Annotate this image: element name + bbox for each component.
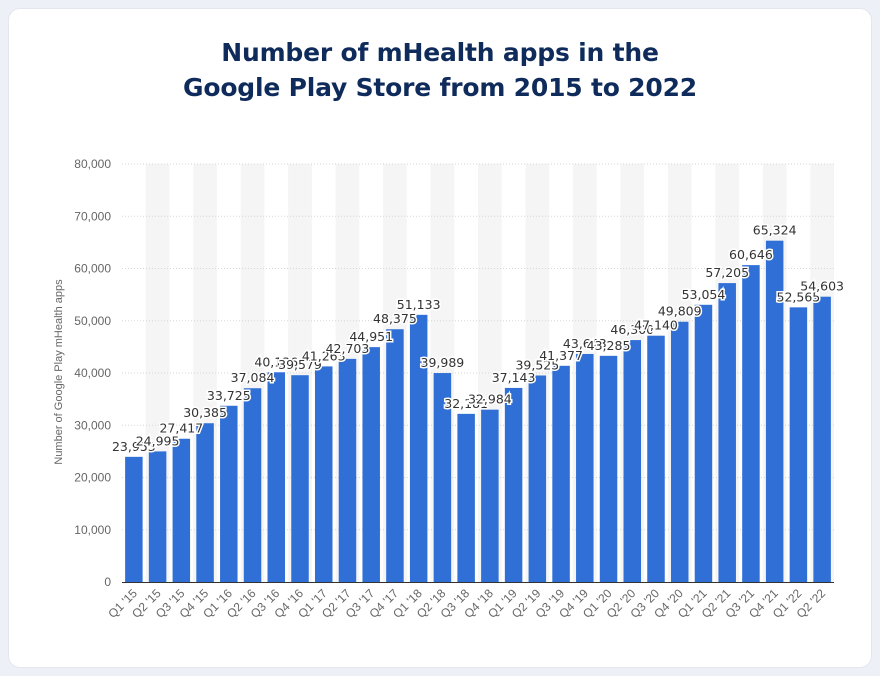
value-label: 23,953 [112, 439, 156, 454]
value-label: 46,300 [610, 322, 654, 337]
bar [125, 456, 143, 582]
value-label: 32,984 [468, 392, 512, 407]
y-tick-label: 70,000 [74, 209, 111, 223]
bar [457, 413, 475, 582]
bar [576, 353, 594, 582]
bar [220, 405, 238, 582]
value-label: 43,643 [563, 336, 607, 351]
value-label: 48,375 [373, 311, 417, 326]
bar [243, 388, 262, 582]
bar [718, 283, 736, 582]
value-label: 37,143 [492, 370, 536, 385]
bar [291, 375, 309, 582]
value-label: 39,579 [278, 357, 322, 372]
y-tick-label: 30,000 [74, 418, 111, 432]
value-label: 44,951 [349, 329, 393, 344]
value-label: 51,133 [397, 297, 441, 312]
y-axis-ticks: 0 10,000 20,000 30,000 40,000 50,000 60,000 70,… [74, 157, 111, 589]
y-tick-label: 60,000 [74, 262, 111, 276]
value-label: 32,181 [444, 396, 488, 411]
bar [813, 296, 831, 582]
y-tick-label: 20,000 [74, 471, 111, 485]
value-label: 60,646 [729, 247, 773, 262]
bar [481, 409, 499, 582]
bar [694, 304, 713, 582]
bar [267, 372, 286, 582]
value-label: 41,263 [302, 348, 346, 363]
value-label: 41,377 [539, 348, 583, 363]
value-label: 39,989 [421, 355, 465, 370]
y-tick-label: 40,000 [74, 366, 111, 380]
value-label: 53,054 [682, 287, 726, 302]
value-label: 54,603 [800, 279, 844, 294]
bar [552, 365, 570, 582]
bar [670, 321, 689, 582]
bar [789, 307, 808, 582]
value-label: 57,205 [705, 265, 749, 280]
value-label: 65,324 [753, 223, 797, 238]
value-label: 47,140 [634, 318, 678, 333]
bar [338, 358, 357, 582]
bar [742, 265, 760, 582]
y-tick-label: 80,000 [74, 157, 111, 171]
value-label: 30,385 [183, 405, 227, 420]
bar [409, 314, 428, 582]
bar [599, 355, 618, 582]
value-label: 40,136 [254, 354, 298, 369]
value-label: 49,809 [658, 304, 702, 319]
bar [386, 329, 404, 582]
value-label: 37,084 [231, 370, 275, 385]
y-tick-label: 10,000 [74, 523, 111, 537]
y-tick-label: 0 [104, 575, 111, 589]
bar [528, 375, 547, 582]
bar [765, 240, 784, 582]
value-label: 43,285 [587, 338, 631, 353]
value-label: 39,525 [515, 357, 559, 372]
bar [196, 423, 214, 582]
bar [148, 451, 167, 582]
bar [504, 387, 523, 582]
value-label: 27,417 [159, 421, 203, 436]
bar [314, 366, 333, 582]
y-axis-title: Number of Google Play mHealth apps [53, 279, 65, 465]
bar [433, 373, 452, 582]
y-tick-label: 50,000 [74, 314, 111, 328]
value-label: 42,703 [326, 341, 370, 356]
chart-title-line-2: Google Play Store from 2015 to 2022 [183, 73, 697, 102]
value-label: 52,565 [777, 289, 821, 304]
value-label: 24,995 [136, 433, 180, 448]
bar [623, 340, 642, 582]
bars [125, 240, 831, 582]
bar [647, 335, 665, 582]
bar [362, 347, 380, 582]
bar [172, 438, 191, 582]
chart-title-line-1: Number of mHealth apps in the [221, 38, 659, 67]
value-label: 33,725 [207, 388, 251, 403]
